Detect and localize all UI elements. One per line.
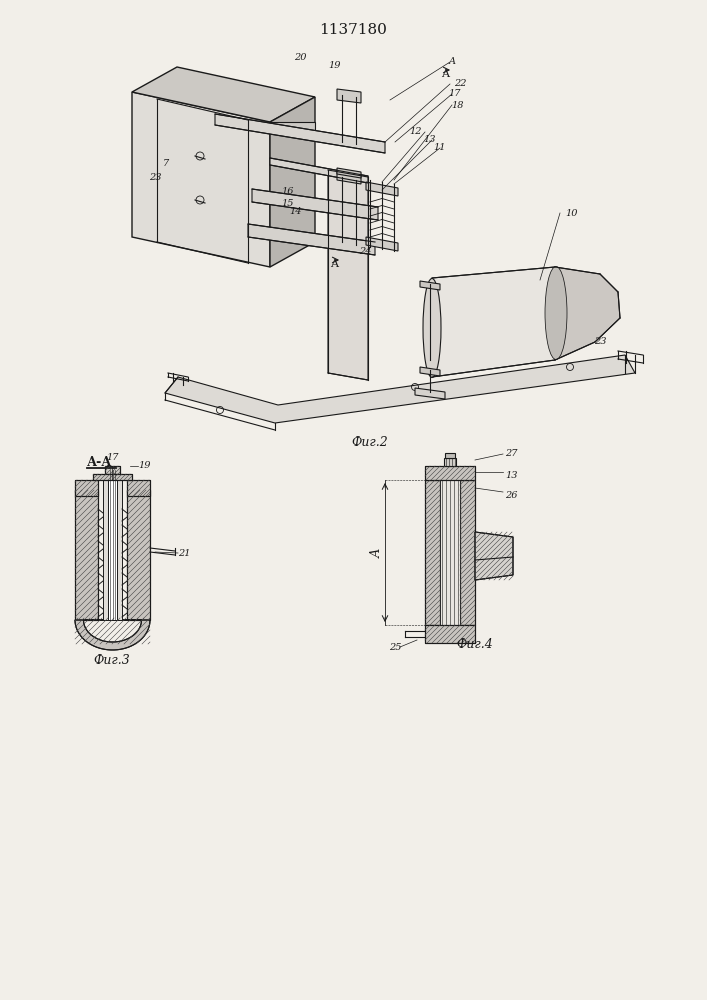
Text: A: A: [441, 69, 449, 79]
Polygon shape: [108, 470, 117, 620]
Text: 26: 26: [505, 490, 518, 499]
Polygon shape: [132, 67, 315, 122]
Polygon shape: [425, 480, 440, 625]
Text: A: A: [448, 57, 455, 66]
Text: 11: 11: [434, 143, 446, 152]
Text: Фиг.3: Фиг.3: [93, 654, 130, 666]
Polygon shape: [75, 490, 98, 620]
Polygon shape: [132, 92, 270, 267]
Text: 19: 19: [329, 60, 341, 70]
Text: 22: 22: [454, 80, 466, 89]
Text: 23: 23: [148, 172, 161, 182]
Polygon shape: [420, 281, 440, 290]
Polygon shape: [445, 453, 455, 458]
Text: 12: 12: [410, 127, 422, 136]
Polygon shape: [93, 474, 132, 480]
Polygon shape: [337, 170, 361, 184]
Text: 13: 13: [423, 135, 436, 144]
Polygon shape: [555, 267, 620, 360]
Polygon shape: [475, 532, 513, 580]
Polygon shape: [425, 466, 475, 480]
Text: 17: 17: [107, 454, 119, 462]
Text: 19: 19: [138, 462, 151, 471]
Text: Фиг.4: Фиг.4: [457, 639, 493, 652]
Polygon shape: [337, 168, 361, 178]
Text: 24: 24: [358, 247, 371, 256]
Text: 10: 10: [566, 209, 578, 218]
Text: Фиг.2: Фиг.2: [351, 436, 388, 448]
Polygon shape: [328, 170, 368, 380]
Polygon shape: [366, 182, 398, 196]
Polygon shape: [444, 458, 456, 466]
Polygon shape: [270, 158, 368, 183]
Text: 13: 13: [505, 471, 518, 480]
Polygon shape: [165, 355, 635, 423]
Text: А-А: А-А: [87, 456, 112, 468]
Polygon shape: [432, 267, 555, 377]
Text: 25: 25: [389, 643, 402, 652]
Polygon shape: [252, 189, 378, 220]
Text: 18: 18: [452, 101, 464, 109]
Polygon shape: [460, 480, 475, 625]
Polygon shape: [337, 89, 361, 103]
Ellipse shape: [423, 278, 441, 377]
Ellipse shape: [545, 266, 567, 360]
Polygon shape: [366, 237, 398, 251]
Polygon shape: [215, 114, 385, 153]
Polygon shape: [425, 625, 475, 643]
Text: 17: 17: [449, 90, 461, 99]
Polygon shape: [415, 388, 445, 399]
Text: 15: 15: [282, 198, 294, 208]
Text: 23: 23: [594, 338, 606, 347]
Text: А: А: [370, 548, 383, 558]
Text: 27: 27: [505, 450, 518, 458]
Text: 16: 16: [282, 188, 294, 196]
Polygon shape: [103, 480, 122, 620]
Polygon shape: [127, 480, 150, 496]
Text: 1137180: 1137180: [319, 23, 387, 37]
Polygon shape: [75, 620, 150, 650]
Text: 7: 7: [163, 159, 169, 168]
Polygon shape: [270, 122, 315, 132]
Polygon shape: [127, 490, 150, 620]
Text: A: A: [330, 259, 338, 269]
Polygon shape: [248, 224, 375, 255]
Text: 14: 14: [290, 208, 303, 217]
Polygon shape: [105, 466, 120, 474]
Polygon shape: [75, 480, 98, 496]
Text: 20: 20: [293, 53, 306, 62]
Polygon shape: [270, 97, 315, 267]
Polygon shape: [420, 367, 440, 376]
Polygon shape: [440, 480, 460, 625]
Text: 21: 21: [178, 548, 190, 558]
